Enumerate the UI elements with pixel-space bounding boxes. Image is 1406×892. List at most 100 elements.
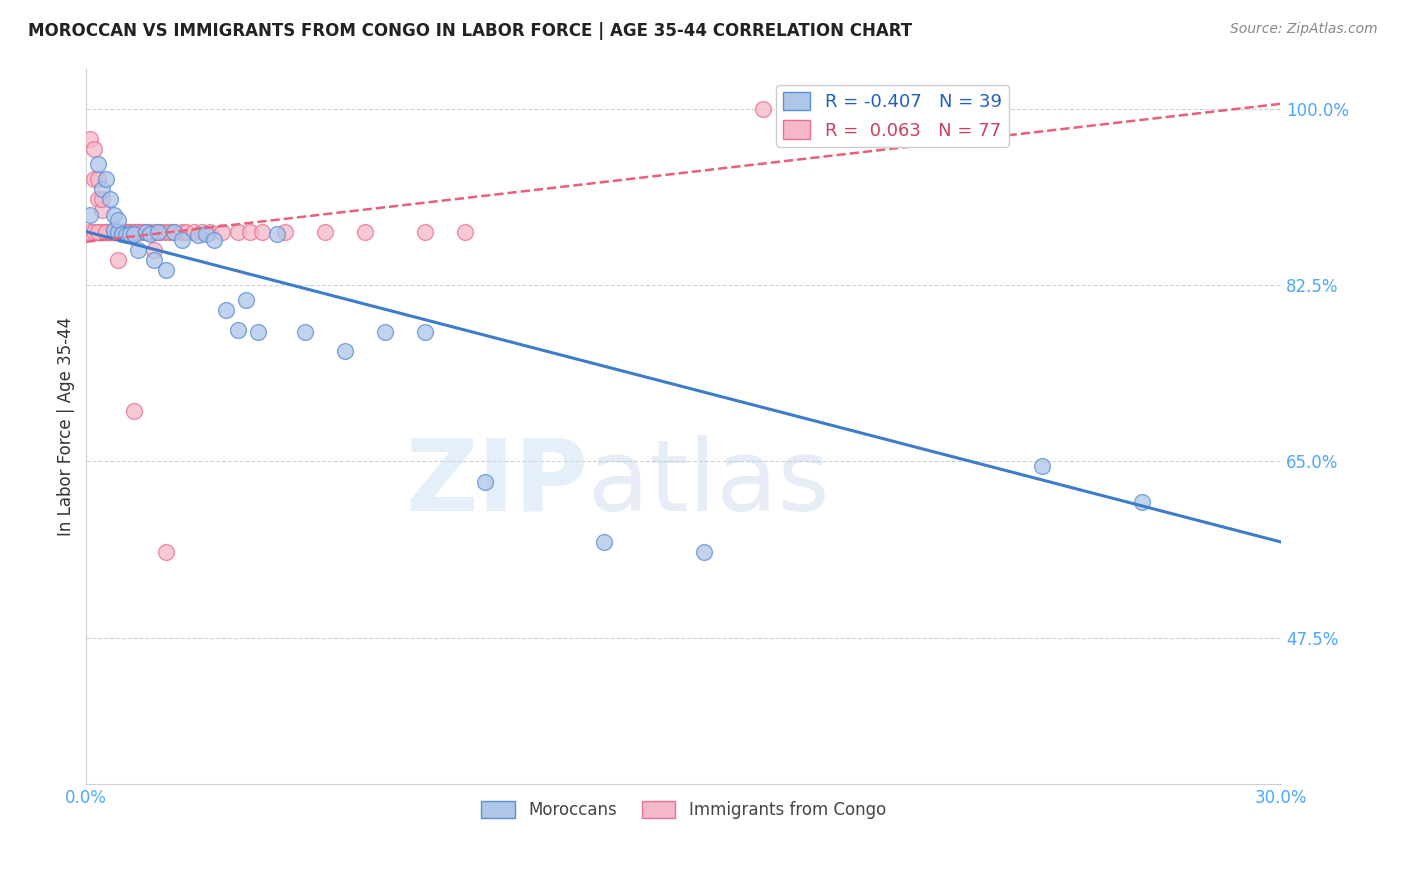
Point bbox=[135, 225, 157, 239]
Point bbox=[107, 252, 129, 267]
Point bbox=[139, 227, 162, 241]
Point bbox=[103, 223, 125, 237]
Point bbox=[103, 225, 125, 239]
Point bbox=[79, 132, 101, 146]
Point bbox=[139, 225, 162, 239]
Point bbox=[453, 225, 475, 239]
Point bbox=[131, 225, 153, 239]
Text: ZIP: ZIP bbox=[405, 434, 588, 532]
Point bbox=[98, 225, 121, 239]
Point bbox=[170, 233, 193, 247]
Point bbox=[83, 142, 105, 156]
Point bbox=[115, 225, 138, 239]
Point bbox=[127, 225, 149, 239]
Point bbox=[143, 243, 166, 257]
Text: Source: ZipAtlas.com: Source: ZipAtlas.com bbox=[1230, 22, 1378, 37]
Point bbox=[96, 172, 118, 186]
Point bbox=[111, 225, 134, 239]
Point bbox=[155, 225, 177, 239]
Point bbox=[1130, 494, 1153, 508]
Point bbox=[191, 225, 214, 239]
Point bbox=[120, 227, 142, 241]
Point bbox=[83, 172, 105, 186]
Point bbox=[159, 225, 181, 239]
Point bbox=[250, 225, 273, 239]
Point bbox=[98, 225, 121, 239]
Legend: Moroccans, Immigrants from Congo: Moroccans, Immigrants from Congo bbox=[475, 794, 893, 825]
Point bbox=[103, 225, 125, 239]
Point bbox=[226, 323, 249, 337]
Point bbox=[107, 225, 129, 239]
Point bbox=[107, 225, 129, 239]
Point bbox=[131, 225, 153, 239]
Point bbox=[187, 227, 209, 242]
Point bbox=[238, 225, 260, 239]
Point bbox=[413, 225, 436, 239]
Point bbox=[127, 225, 149, 239]
Point bbox=[107, 225, 129, 239]
Point bbox=[107, 225, 129, 239]
Point bbox=[115, 225, 138, 239]
Point bbox=[122, 225, 145, 239]
Point bbox=[79, 208, 101, 222]
Point bbox=[98, 225, 121, 239]
Point bbox=[235, 293, 257, 308]
Point bbox=[98, 193, 121, 207]
Point bbox=[413, 326, 436, 340]
Point bbox=[107, 212, 129, 227]
Point bbox=[96, 225, 118, 239]
Text: MOROCCAN VS IMMIGRANTS FROM CONGO IN LABOR FORCE | AGE 35-44 CORRELATION CHART: MOROCCAN VS IMMIGRANTS FROM CONGO IN LAB… bbox=[28, 22, 912, 40]
Point bbox=[91, 193, 114, 207]
Point bbox=[155, 545, 177, 559]
Point bbox=[183, 225, 205, 239]
Point bbox=[127, 243, 149, 257]
Point bbox=[83, 225, 105, 239]
Point bbox=[91, 182, 114, 196]
Point bbox=[163, 225, 186, 239]
Point bbox=[198, 225, 221, 239]
Point bbox=[122, 404, 145, 418]
Point bbox=[294, 326, 316, 340]
Point bbox=[374, 326, 396, 340]
Point bbox=[143, 252, 166, 267]
Point bbox=[692, 545, 714, 559]
Point bbox=[246, 326, 269, 340]
Point bbox=[163, 225, 186, 239]
Point bbox=[122, 225, 145, 239]
Point bbox=[120, 225, 142, 239]
Point bbox=[103, 208, 125, 222]
Point bbox=[91, 202, 114, 217]
Point bbox=[135, 225, 157, 239]
Point bbox=[103, 225, 125, 239]
Point bbox=[87, 225, 110, 239]
Point bbox=[111, 225, 134, 239]
Point bbox=[120, 225, 142, 239]
Point bbox=[79, 225, 101, 239]
Point bbox=[135, 225, 157, 239]
Point bbox=[96, 225, 118, 239]
Point bbox=[87, 193, 110, 207]
Point bbox=[150, 225, 173, 239]
Point bbox=[146, 225, 169, 239]
Point bbox=[120, 225, 142, 239]
Point bbox=[111, 225, 134, 239]
Point bbox=[107, 225, 129, 239]
Point bbox=[333, 343, 356, 358]
Point bbox=[752, 102, 775, 116]
Point bbox=[96, 225, 118, 239]
Point bbox=[354, 225, 377, 239]
Point bbox=[314, 225, 336, 239]
Point bbox=[122, 225, 145, 239]
Point bbox=[143, 225, 166, 239]
Point bbox=[215, 303, 238, 318]
Point bbox=[266, 227, 288, 241]
Point bbox=[211, 225, 233, 239]
Point bbox=[87, 157, 110, 171]
Point bbox=[474, 475, 496, 489]
Point bbox=[226, 225, 249, 239]
Point bbox=[103, 225, 125, 239]
Point bbox=[91, 225, 114, 239]
Point bbox=[98, 225, 121, 239]
Point bbox=[194, 227, 217, 241]
Point bbox=[107, 225, 129, 239]
